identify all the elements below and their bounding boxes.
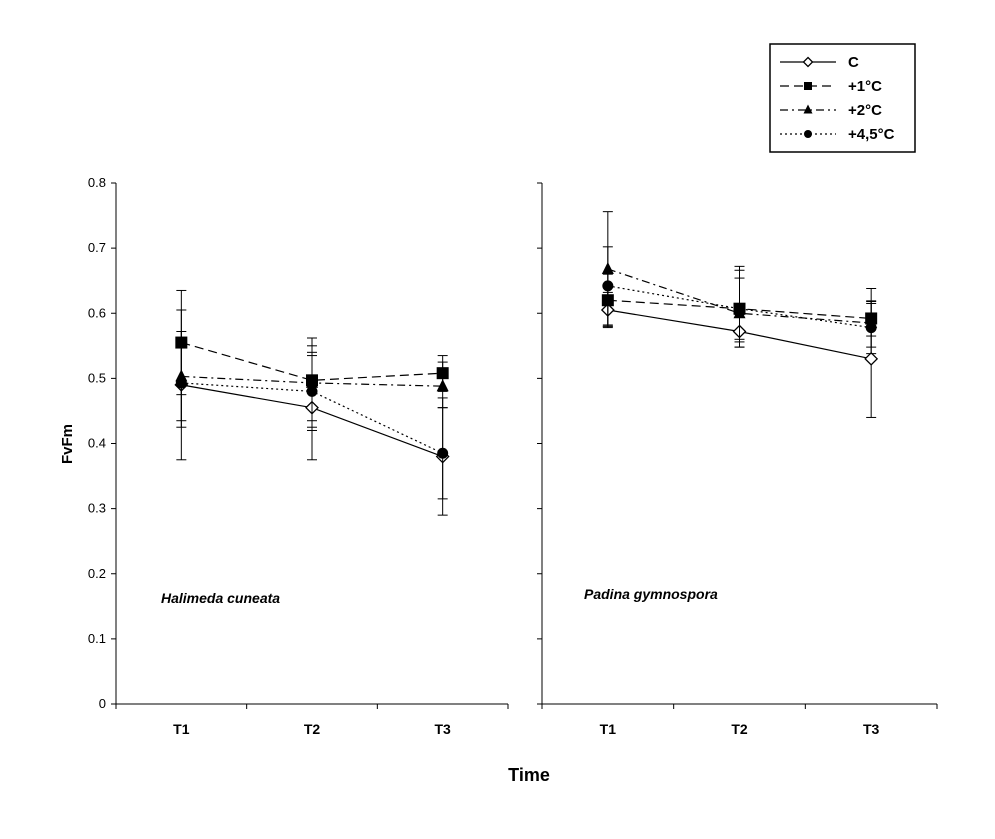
x-tick-label: T1 — [173, 721, 190, 737]
data-point — [734, 303, 745, 315]
series-3 — [602, 246, 877, 355]
data-point — [865, 322, 877, 334]
y-axis-title: FvFm — [59, 424, 76, 464]
y-tick-label: 0.8 — [88, 175, 106, 190]
panel-halimeda: 0 0.1 0.2 0.3 0.4 0.5 0.6 0.7 0.8 T1 T2 T3 Halimeda … — [88, 175, 509, 737]
data-point — [436, 379, 449, 392]
x-tick-label: T2 — [304, 721, 321, 737]
legend-label: +2°C — [848, 102, 882, 119]
y-tick-label: 0.3 — [88, 501, 106, 516]
legend-entry: +4,5°C — [780, 126, 895, 143]
y-tick-label: 0.5 — [88, 370, 106, 385]
y-tick-label: 0.7 — [88, 240, 106, 255]
x-tick-label: T2 — [731, 721, 748, 737]
legend-marker — [803, 104, 813, 114]
series-line — [181, 341, 443, 381]
data-point — [175, 377, 187, 389]
x-tick-label: T1 — [600, 721, 617, 737]
legend-label: +4,5°C — [848, 126, 895, 143]
y-tick-label: 0 — [99, 696, 106, 711]
legend-marker — [802, 56, 814, 68]
y-tick-label: 0.6 — [88, 305, 106, 320]
legend-label: C — [848, 54, 859, 71]
x-axis-title: Time — [508, 765, 550, 785]
legend-entry: +1°C — [780, 78, 882, 95]
legend-entry: +2°C — [780, 102, 882, 119]
x-tick-label: T3 — [863, 721, 880, 737]
data-point — [306, 385, 318, 397]
legend-marker — [804, 130, 812, 138]
panel-species-label: Padina gymnospora — [584, 586, 718, 602]
panel-species-label: Halimeda cuneata — [161, 590, 280, 606]
legend-marker — [804, 82, 812, 90]
legend-label: +1°C — [848, 78, 882, 95]
x-tick-label: T3 — [434, 721, 451, 737]
data-point — [864, 351, 879, 366]
y-tick-label: 0.1 — [88, 631, 106, 646]
panel-padina: T1 T2 T3 Padina gymnospora — [537, 182, 938, 737]
data-point — [437, 447, 449, 459]
data-point — [602, 280, 614, 292]
legend: C +1°C +2°C +4,5°C — [769, 43, 916, 153]
series-3 — [175, 338, 449, 500]
legend-entry: C — [780, 54, 859, 71]
y-tick-label: 0.4 — [88, 436, 106, 451]
y-tick-label: 0.2 — [88, 566, 106, 581]
